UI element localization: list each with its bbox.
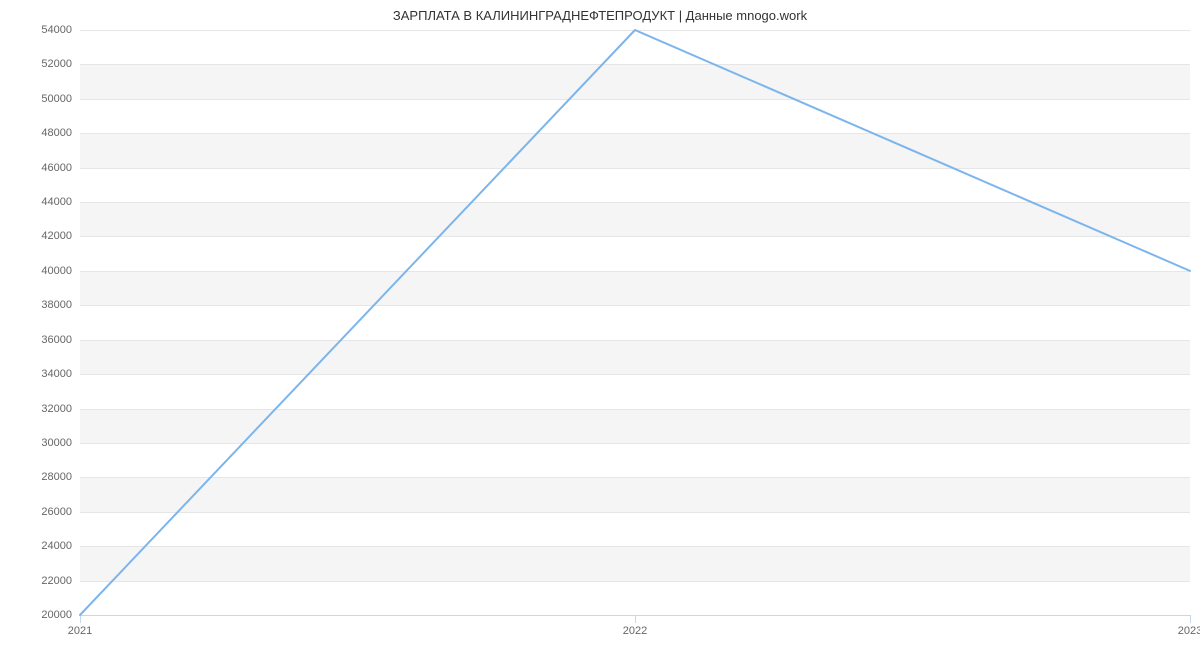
x-tick-mark — [80, 615, 81, 623]
x-tick-label: 2023 — [1178, 625, 1200, 637]
chart-title: ЗАРПЛАТА В КАЛИНИНГРАДНЕФТЕПРОДУКТ | Дан… — [0, 8, 1200, 23]
x-tick-mark — [1190, 615, 1191, 623]
x-tick-label: 2021 — [68, 625, 92, 637]
series-line-salary — [80, 30, 1190, 615]
y-tick-label: 50000 — [30, 93, 72, 105]
y-tick-label: 44000 — [30, 196, 72, 208]
y-tick-label: 46000 — [30, 162, 72, 174]
y-tick-label: 34000 — [30, 368, 72, 380]
y-tick-label: 48000 — [30, 127, 72, 139]
y-tick-label: 30000 — [30, 437, 72, 449]
y-tick-label: 22000 — [30, 575, 72, 587]
y-tick-label: 32000 — [30, 403, 72, 415]
series-layer — [80, 30, 1190, 615]
plot-area: 2000022000240002600028000300003200034000… — [80, 30, 1190, 615]
x-tick-mark — [635, 615, 636, 623]
y-tick-label: 38000 — [30, 299, 72, 311]
y-tick-label: 24000 — [30, 540, 72, 552]
y-tick-label: 28000 — [30, 471, 72, 483]
y-tick-label: 20000 — [30, 609, 72, 621]
y-tick-label: 36000 — [30, 334, 72, 346]
y-tick-label: 54000 — [30, 24, 72, 36]
y-tick-label: 52000 — [30, 58, 72, 70]
y-tick-label: 26000 — [30, 506, 72, 518]
y-tick-label: 40000 — [30, 265, 72, 277]
x-tick-label: 2022 — [623, 625, 647, 637]
y-tick-label: 42000 — [30, 230, 72, 242]
